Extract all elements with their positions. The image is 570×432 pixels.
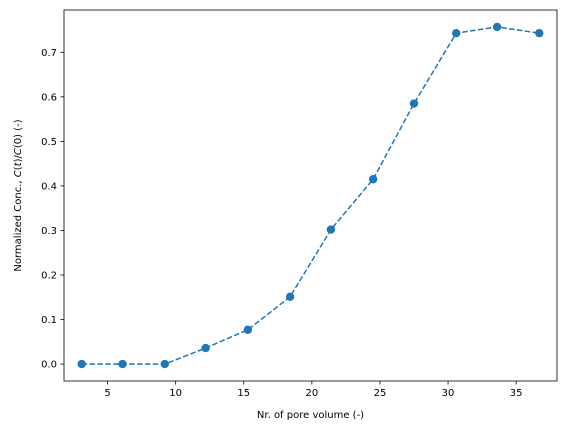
plot-frame [63,9,558,382]
data-point [368,175,378,184]
y-axis-label: Normalized Conc., C(t)/C(0) (-) [13,119,24,271]
x-axis-label: Nr. of pore volume (-) [257,410,364,421]
y-axis-label-paren: ( [13,166,24,170]
y-tick-label: 0.1 [41,315,57,326]
data-point [452,28,461,38]
plot-area [77,22,544,369]
y-tick-label: 0.5 [41,137,57,148]
series-line [81,26,540,365]
y-tick-label: 0.0 [41,360,57,371]
y-axis-ticks: 0.0 0.1 0.2 0.3 0.4 0.5 0.6 0.7 [41,48,64,371]
x-tick-label: 25 [374,388,387,399]
y-axis-label-suffix: (0) (-) [13,119,24,148]
y-axis-label-mid: )/ [13,155,24,163]
data-point [326,225,336,234]
data-point [535,28,544,38]
y-tick-label: 0.3 [41,226,57,237]
x-tick-label: 35 [510,388,523,399]
y-tick-label: 0.6 [41,92,57,103]
data-point [492,22,502,32]
y-axis-label-c2: C [13,148,24,155]
y-axis-label-c1: C [13,170,24,177]
data-point [77,359,86,369]
data-point [285,292,295,302]
x-tick-label: 15 [237,388,250,399]
y-axis-label-prefix: Normalized Conc., [13,177,24,271]
data-point [118,359,127,369]
x-tick-label: 5 [104,388,110,399]
y-axis-label-t: t [13,161,24,166]
y-tick-label: 0.2 [41,271,57,282]
y-tick-label: 0.7 [41,48,57,59]
x-axis-ticks: 5 10 15 20 25 30 35 [104,381,523,399]
y-tick-label: 0.4 [41,181,57,192]
data-point [243,325,253,334]
x-tick-label: 10 [169,388,182,399]
data-point [409,99,419,108]
x-tick-label: 20 [305,388,318,399]
data-point [160,359,169,369]
data-point [201,343,210,353]
x-tick-label: 30 [442,388,455,399]
